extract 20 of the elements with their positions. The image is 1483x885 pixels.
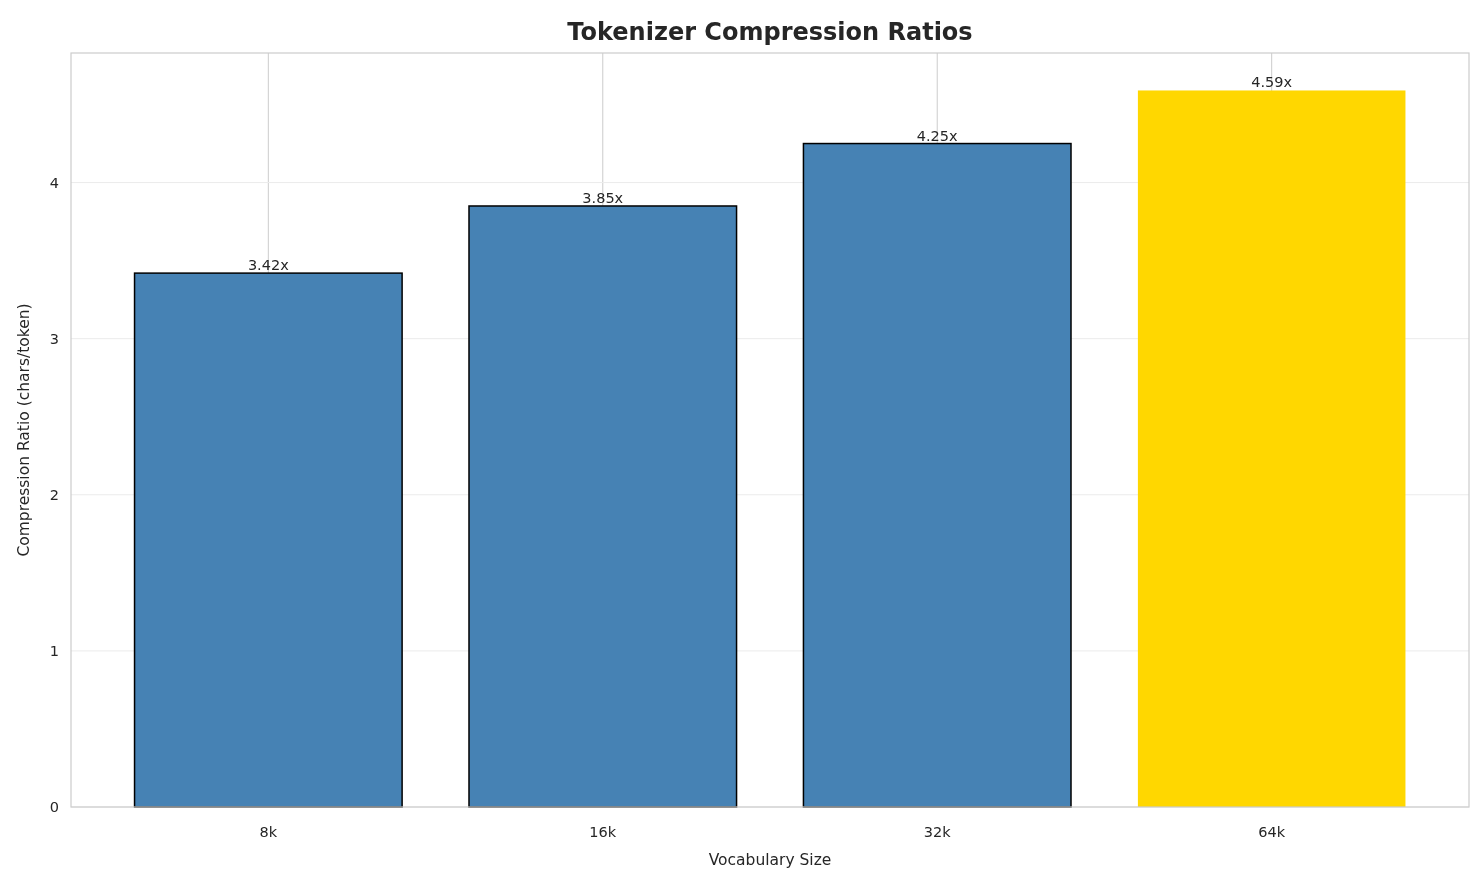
x-tick-label: 16k <box>589 824 617 840</box>
y-tick-label: 1 <box>49 642 59 659</box>
y-axis-title: Compression Ratio (chars/token) <box>15 303 33 557</box>
y-tick-label: 3 <box>49 330 59 347</box>
y-tick-label: 4 <box>49 174 59 191</box>
y-tick-label: 0 <box>49 799 59 816</box>
y-tick-label: 2 <box>49 486 59 503</box>
data-label: 4.59x <box>1251 74 1293 91</box>
bar <box>802 142 1072 808</box>
data-label: 3.85x <box>582 189 624 206</box>
data-label: 3.42x <box>247 257 290 274</box>
chart-title: Tokenizer Compression Ratios <box>567 18 973 46</box>
x-axis-title: Vocabulary Size <box>708 851 832 869</box>
bar <box>468 205 738 808</box>
x-tick-label: 8k <box>259 824 278 840</box>
x-tick-label: 64k <box>1258 824 1286 840</box>
x-tick-label: 32k <box>923 824 952 840</box>
data-label: 4.25x <box>916 127 959 144</box>
bar <box>1137 90 1406 807</box>
bar <box>133 272 403 808</box>
